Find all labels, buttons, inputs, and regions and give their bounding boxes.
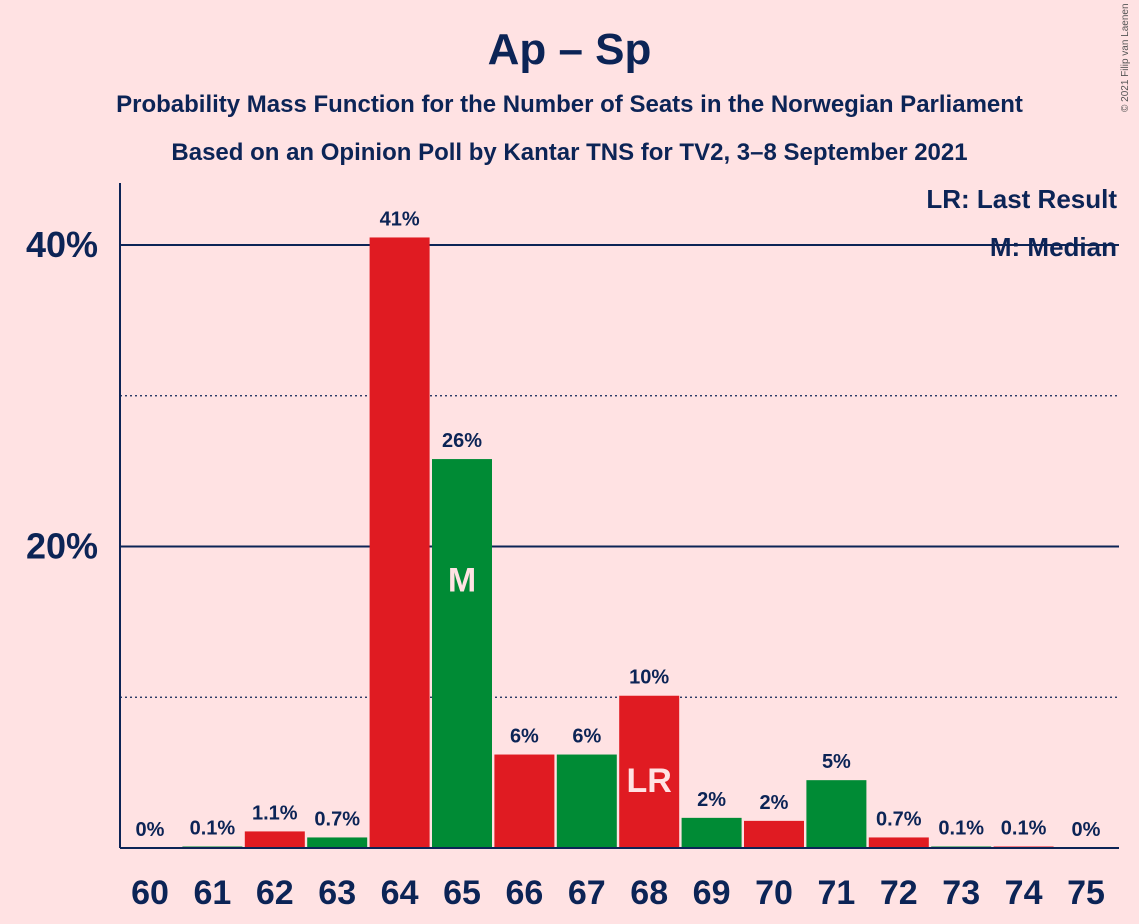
marker-m: M bbox=[448, 562, 476, 600]
data-label-seat-75: 0% bbox=[1072, 819, 1101, 841]
bar-seat-67 bbox=[556, 754, 617, 848]
x-tick-64: 64 bbox=[381, 874, 419, 912]
bar-seat-68 bbox=[619, 695, 680, 848]
x-tick-labels: 60 61 62 63 64 65 66 67 68 69 70 71 72 73 74 75 bbox=[131, 874, 1105, 912]
x-tick-70: 70 bbox=[755, 874, 793, 912]
chart-title: Ap – Sp bbox=[487, 25, 652, 74]
x-tick-72: 72 bbox=[880, 874, 918, 912]
data-labels: 0% 0.1% 1.1% 0.7% 41% 26% 6% 6% 10% 2% 2% 5% 0.7% 0.1… bbox=[136, 208, 1101, 841]
data-label-seat-60: 0% bbox=[136, 819, 165, 841]
x-tick-65: 65 bbox=[443, 874, 481, 912]
bar-seat-66 bbox=[494, 754, 555, 848]
bar-seat-69 bbox=[681, 817, 742, 848]
x-tick-62: 62 bbox=[256, 874, 294, 912]
legend: LR: Last Result M: Median bbox=[926, 184, 1117, 262]
data-label-seat-67: 6% bbox=[572, 726, 601, 748]
data-label-seat-63: 0.7% bbox=[314, 808, 360, 830]
chart-subtitle-2: Based on an Opinion Poll by Kantar TNS f… bbox=[171, 139, 968, 166]
x-tick-68: 68 bbox=[630, 874, 668, 912]
x-tick-69: 69 bbox=[693, 874, 731, 912]
x-tick-60: 60 bbox=[131, 874, 169, 912]
data-label-seat-65: 26% bbox=[442, 430, 482, 452]
x-tick-63: 63 bbox=[318, 874, 356, 912]
data-label-seat-70: 2% bbox=[760, 792, 789, 814]
gridlines bbox=[120, 244, 1119, 698]
bar-seat-64 bbox=[369, 237, 430, 848]
x-tick-74: 74 bbox=[1005, 874, 1043, 912]
bar-seat-71 bbox=[806, 780, 867, 848]
chart-subtitle-1: Probability Mass Function for the Number… bbox=[116, 91, 1023, 118]
y-tick-20: 20% bbox=[26, 526, 98, 567]
data-label-seat-74: 0.1% bbox=[1001, 817, 1047, 839]
x-tick-67: 67 bbox=[568, 874, 606, 912]
axes bbox=[119, 183, 1119, 849]
x-tick-71: 71 bbox=[817, 874, 855, 912]
y-tick-40: 40% bbox=[26, 224, 98, 265]
data-label-seat-72: 0.7% bbox=[876, 808, 922, 830]
legend-last-result: LR: Last Result bbox=[926, 184, 1117, 214]
data-label-seat-62: 1.1% bbox=[252, 802, 298, 824]
x-tick-61: 61 bbox=[193, 874, 231, 912]
data-label-seat-73: 0.1% bbox=[938, 817, 984, 839]
bar-seat-72 bbox=[868, 837, 929, 848]
bar-seat-65 bbox=[432, 459, 492, 848]
data-label-seat-68: 10% bbox=[629, 667, 669, 689]
legend-median: M: Median bbox=[990, 232, 1117, 262]
data-label-seat-69: 2% bbox=[697, 789, 726, 811]
y-tick-labels: 20% 40% bbox=[26, 224, 98, 567]
data-label-seat-64: 41% bbox=[380, 208, 420, 230]
bar-seat-63 bbox=[307, 837, 368, 848]
bar-seat-70 bbox=[744, 820, 804, 848]
bar-seat-62 bbox=[244, 831, 305, 848]
data-label-seat-66: 6% bbox=[510, 726, 539, 748]
data-label-seat-61: 0.1% bbox=[190, 817, 236, 839]
x-tick-73: 73 bbox=[942, 874, 980, 912]
marker-lr: LR bbox=[627, 762, 672, 800]
x-tick-75: 75 bbox=[1067, 874, 1105, 912]
bars bbox=[182, 237, 1054, 848]
data-label-seat-71: 5% bbox=[822, 751, 851, 773]
x-tick-66: 66 bbox=[505, 874, 543, 912]
